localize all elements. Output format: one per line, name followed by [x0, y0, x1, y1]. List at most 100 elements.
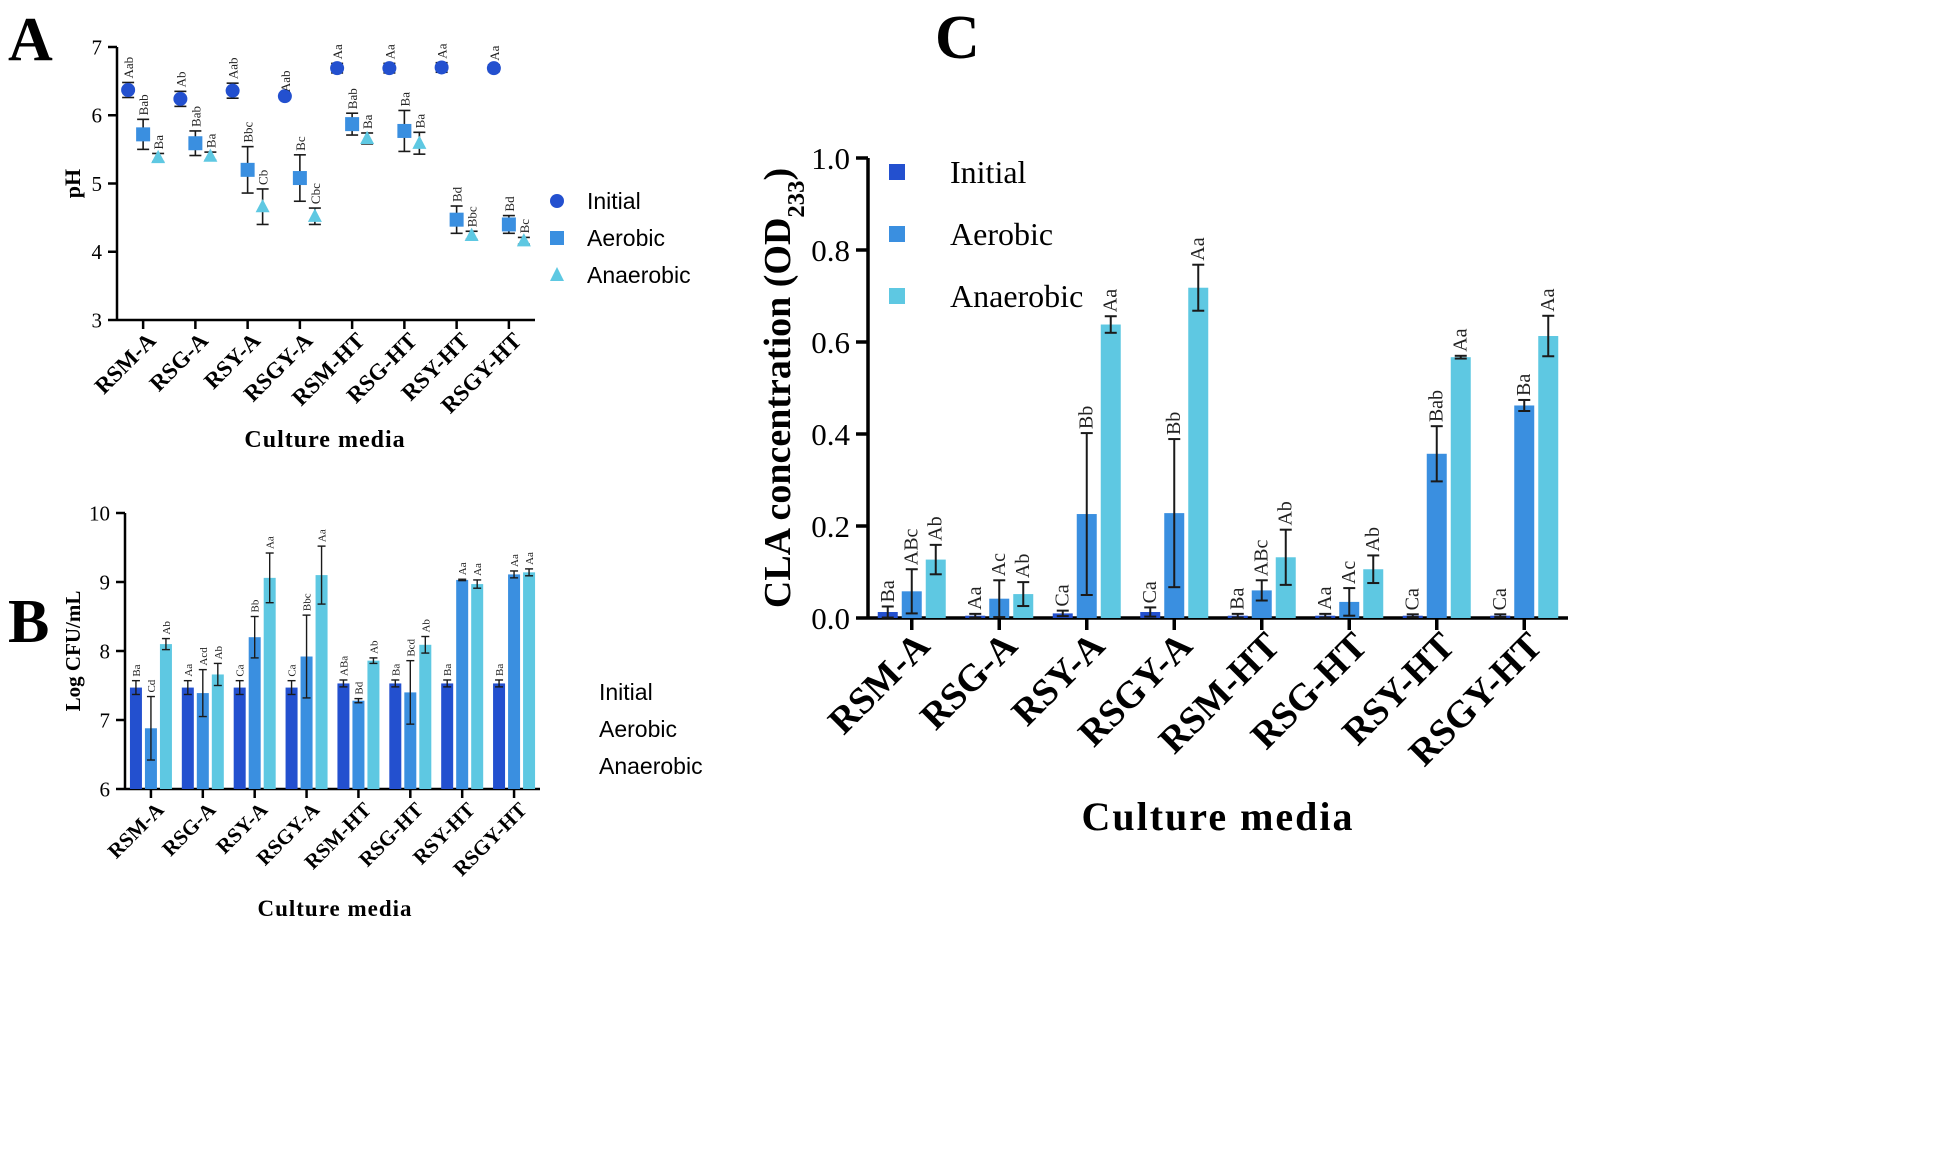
significance-label: Bd: [450, 186, 465, 202]
x-category-label: RSM-A: [103, 797, 169, 863]
point-anaerobic: [360, 130, 375, 145]
significance-label: Ba: [1513, 374, 1535, 396]
y-tick-label: 4: [92, 240, 103, 264]
x-axis-title: Culture media: [257, 896, 412, 921]
bar-anaerobic: [1538, 336, 1559, 618]
y-tick-label: 9: [100, 570, 111, 594]
significance-label: Aab: [121, 57, 136, 79]
significance-label: Aa: [435, 43, 450, 58]
bar-anaerobic: [159, 644, 172, 789]
significance-label: Ab: [1012, 554, 1034, 578]
significance-label: Aa: [472, 563, 484, 576]
significance-label: Aa: [1314, 586, 1336, 609]
legend-marker-initial: [550, 194, 564, 208]
bar-initial: [129, 687, 142, 789]
x-category-label: RSM-A: [90, 328, 161, 399]
significance-label: Ab: [213, 645, 225, 659]
y-axis-title-end: ): [757, 168, 799, 181]
bar-aerobic: [1514, 405, 1535, 618]
significance-label: Ab: [173, 71, 188, 87]
significance-label: Aa: [183, 664, 195, 677]
point-aerobic: [240, 162, 255, 177]
significance-label: Aa: [317, 529, 329, 542]
significance-label: Bb: [1163, 412, 1185, 435]
panel-letter-c: C: [935, 4, 980, 72]
significance-label: Bbc: [241, 121, 256, 142]
bar-aerobic: [1251, 590, 1272, 618]
legend-swatch-aerobic: [889, 226, 905, 242]
point-anaerobic: [307, 208, 322, 222]
significance-label: Ba: [360, 114, 375, 129]
x-category-label: RSG-A: [157, 797, 221, 861]
legend-label-aerobic: Aerobic: [599, 716, 677, 742]
y-tick-label: 0.6: [811, 325, 850, 360]
significance-label: Ca: [1402, 588, 1424, 610]
legend-label-aerobic: Aerobic: [587, 225, 665, 251]
significance-label: Aa: [382, 44, 397, 59]
significance-label: Aa: [487, 45, 502, 60]
bar-anaerobic: [1363, 569, 1384, 618]
bar-initial: [181, 687, 194, 789]
significance-label: Bab: [345, 88, 360, 109]
significance-label: Ca: [235, 664, 247, 676]
significance-label: Ac: [1338, 561, 1360, 584]
panel-b-chart: 678910RSM-ARSG-ARSY-ARSGY-ARSM-HTRSG-HTR…: [61, 501, 703, 921]
significance-label: Ab: [1275, 501, 1297, 525]
significance-label: ABc: [901, 528, 923, 565]
panel-a-chart: 34567RSM-ARSG-ARSY-ARSGY-ARSM-HTRSG-HTRS…: [60, 35, 691, 453]
significance-label: Aab: [226, 58, 241, 80]
legend-swatch-initial: [889, 164, 905, 180]
significance-label: Bb: [1076, 406, 1098, 429]
significance-label: Ba: [1227, 588, 1249, 610]
x-category-label: RSG-A: [145, 328, 214, 397]
bar-anaerobic: [1275, 557, 1296, 618]
significance-label: Aa: [524, 552, 536, 565]
significance-label: Aa: [509, 554, 521, 567]
panel-letter-b: B: [8, 588, 49, 656]
bar-anaerobic: [1100, 324, 1121, 618]
point-initial: [330, 61, 345, 76]
y-axis-title: Log CFU/mL: [61, 591, 85, 712]
bar-initial: [337, 683, 350, 789]
significance-label: Ca: [1139, 581, 1161, 603]
y-axis-title: pH: [60, 169, 85, 198]
y-axis-title-subscript: 233: [783, 181, 810, 218]
significance-label: Ab: [420, 619, 432, 633]
significance-label: Ca: [1489, 588, 1511, 610]
significance-label: Aab: [278, 70, 293, 92]
significance-label: Ba: [877, 580, 899, 602]
significance-label: Ac: [988, 553, 1010, 576]
significance-label: Ba: [412, 114, 427, 129]
significance-label: Bab: [188, 106, 203, 127]
significance-label: Ca: [1052, 584, 1074, 606]
bar-anaerobic: [523, 572, 536, 789]
y-tick-label: 10: [89, 501, 110, 525]
point-aerobic: [345, 117, 360, 132]
significance-label: ABc: [1251, 539, 1273, 576]
point-initial: [277, 89, 292, 104]
significance-label: Aa: [964, 586, 986, 609]
bar-initial: [493, 683, 506, 789]
significance-label: Ca: [287, 664, 299, 676]
legend-label-initial: Initial: [599, 679, 653, 705]
bar-anaerobic: [471, 584, 484, 789]
significance-label: Bc: [517, 219, 532, 234]
point-aerobic: [449, 212, 464, 227]
significance-label: Ba: [131, 664, 143, 676]
y-axis-title: CLA concentration (OD233): [757, 168, 810, 608]
significance-label: Ab: [1362, 527, 1384, 551]
y-tick-label: 1.0: [811, 141, 850, 176]
point-anaerobic: [412, 135, 427, 149]
significance-label: Aa: [1537, 288, 1559, 311]
significance-label: Ab: [368, 640, 380, 654]
significance-label: Aa: [457, 562, 469, 575]
significance-label: Bb: [250, 599, 262, 612]
significance-label: Cb: [256, 170, 271, 185]
significance-label: Ba: [442, 664, 454, 676]
bar-anaerobic: [315, 575, 328, 789]
bar-anaerobic: [419, 644, 432, 789]
point-aerobic: [501, 217, 516, 232]
bar-aerobic: [404, 692, 417, 789]
legend-marker-aerobic: [550, 231, 564, 245]
